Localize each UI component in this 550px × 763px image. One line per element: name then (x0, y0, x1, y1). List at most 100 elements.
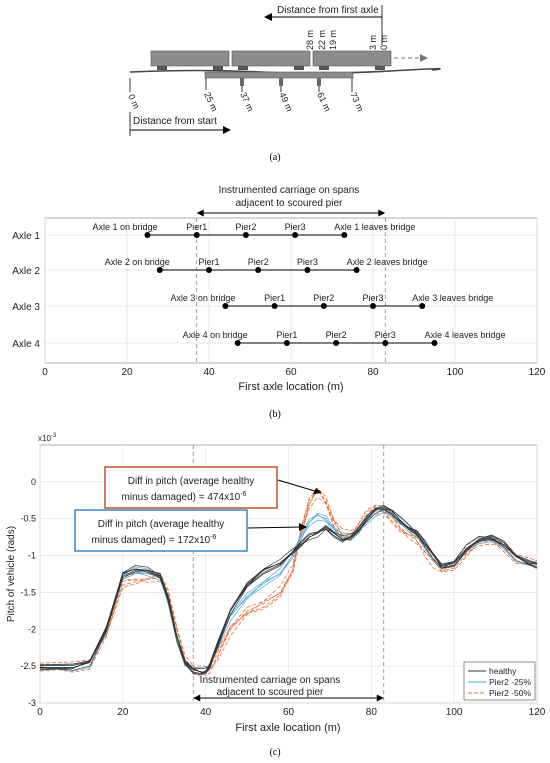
axle-offset-label: 0 m (379, 35, 389, 50)
axle-point (144, 232, 151, 238)
panel-b-y-tick: Axle 4 (12, 339, 40, 350)
panel-b-span-arrow (196, 209, 386, 217)
red-callout-box (104, 466, 278, 509)
carriage-1 (150, 50, 230, 67)
red-callout-line2: minus damaged) = 474x10-6 (122, 491, 247, 503)
series-line-pier2-50- (39, 487, 538, 678)
panel-c-caption: (c) (269, 747, 280, 758)
blue-callout-arrow (247, 526, 303, 529)
panel-c-x-tick: 40 (200, 707, 212, 718)
legend-label: Pier2 -25% (489, 677, 531, 687)
span-arrowhead-right (378, 209, 386, 217)
axle-point-label: Axle 2 leaves bridge (347, 257, 428, 267)
axle-point-label: Pier3 (362, 293, 383, 303)
panel-c-y-tick: -2.5 (20, 661, 36, 671)
position-ticks (129, 78, 353, 92)
panel-b-x-tick: 80 (367, 367, 379, 378)
axle-offset-label: 19 m (328, 30, 338, 50)
panel-b-y-tick: Axle 3 (12, 302, 40, 313)
axle-point (292, 232, 299, 238)
red-callout-arrowhead (313, 488, 322, 494)
panel-c-x-tick: 20 (117, 707, 129, 718)
bridge-piers (240, 78, 321, 86)
axle-point-label: Axle 4 on bridge (183, 330, 248, 340)
panel-c-ticks: 0 20 40 60 80 100 120 -3 -2.5 -2 -1.5 -1 -0.5 0 (20, 477, 545, 718)
axle-point (234, 340, 241, 346)
panel-b-x-tick: 100 (447, 367, 464, 378)
panel-c-span-arrow (193, 694, 384, 702)
bridge-position-label: 0 m (126, 93, 141, 111)
panel-c-y-tick: -2 (28, 624, 36, 634)
axle-point (242, 232, 249, 238)
panel-b-marker-lines (196, 218, 386, 363)
panel-b-annotation-line1: Instrumented carriage on spans (219, 185, 360, 196)
blue-callout-arrowhead (299, 523, 307, 531)
panel-c-exponent: x10-3 (38, 433, 57, 443)
bridge-deck (204, 71, 354, 79)
panel-c-annotation-line2: adjacent to scoured pier (217, 687, 324, 698)
axle-point (283, 340, 290, 346)
legend-box (463, 661, 536, 701)
axle-offset-label: 3 m (368, 35, 378, 50)
axle-point (222, 303, 229, 309)
axle-point (156, 267, 163, 273)
series-line-healthy (39, 508, 538, 676)
axle-point-label: Pier3 (285, 222, 306, 232)
panel-b-y-tick: Axle 2 (12, 266, 40, 277)
panel-c-x-tick: 80 (366, 707, 378, 718)
panel-c-x-tick: 100 (446, 707, 463, 718)
red-callout-line1: Diff in pitch (average healthy (128, 476, 255, 487)
axle-point-label: Pier2 (248, 257, 269, 267)
panel-b-x-tick: 40 (203, 367, 215, 378)
axle-point-label: Axle 3 on bridge (170, 293, 235, 303)
axle-point-label: Axle 1 on bridge (92, 222, 157, 232)
panel-c-y-tick: -3 (28, 698, 36, 708)
blue-callout-line2: minus damaged) = 172x10-6 (92, 534, 217, 546)
panel-c-annotation-line1: Instrumented carriage on spans (200, 675, 341, 686)
distance-from-start-label: Distance from start (133, 116, 217, 127)
red-callout-arrow (277, 479, 319, 493)
panel-c-x-tick: 120 (529, 707, 546, 718)
axle-point (255, 267, 262, 273)
bridge-position-label: 61 m (315, 91, 333, 113)
axle-point (206, 267, 212, 273)
first-axle-arrowhead (264, 13, 272, 21)
start-arrowhead (223, 126, 231, 134)
axle-point (382, 340, 389, 346)
bridge-position-label: 25 m (202, 91, 220, 113)
panel-b-annotation-line2: adjacent to scoured pier (236, 198, 343, 209)
carriage-3 (312, 50, 392, 67)
axle-point (431, 340, 438, 346)
axle-point-label: Pier3 (297, 257, 318, 267)
axle-point-label: Pier2 (235, 222, 256, 232)
panel-c-y-tick: 0 (31, 477, 36, 487)
panel-b-marks: Axle 1 on bridge Pier1 Pier2 Pier3 Axle 1 le… (92, 222, 506, 346)
axle-point (370, 303, 376, 309)
axle-point (304, 267, 311, 273)
series-line-healthy (39, 506, 538, 673)
axle-point-label: Axle 4 leaves bridge (425, 330, 506, 340)
axle-point-label: Pier2 (313, 293, 334, 303)
axle-point-label: Axle 2 on bridge (105, 257, 170, 267)
blue-callout-box (74, 509, 248, 552)
wheels (157, 66, 385, 70)
axle-point-label: Pier1 (186, 222, 207, 232)
axle-offset-label: 22 m (317, 30, 327, 50)
panel-c-ylabel: Pitch of vehicle (rads) (6, 526, 17, 622)
axle-point-label: Axle 3 leaves bridge (412, 293, 493, 303)
panel-c-y-tick: -1.5 (20, 587, 36, 597)
panel-c-x-tick: 0 (37, 707, 43, 718)
panel-b-x-tick: 0 (42, 367, 48, 378)
axle-point-label: Pier1 (276, 330, 297, 340)
panel-b-x-tick: 20 (121, 367, 133, 378)
bridge-position-label: 49 m (277, 91, 295, 113)
panel-a: Distance from first axle 28 m 22 m 19 m … (126, 5, 441, 163)
panel-b: Instrumented carriage on spans adjacent … (12, 185, 546, 420)
axle-point (271, 303, 278, 309)
axle-point-label: Pier1 (264, 293, 285, 303)
axle-point (333, 340, 340, 346)
axle-offset-label: 28 m (305, 30, 315, 50)
bridge-position-label: 73 m (348, 91, 366, 113)
panel-c-xlabel: First axle location (m) (235, 722, 340, 734)
